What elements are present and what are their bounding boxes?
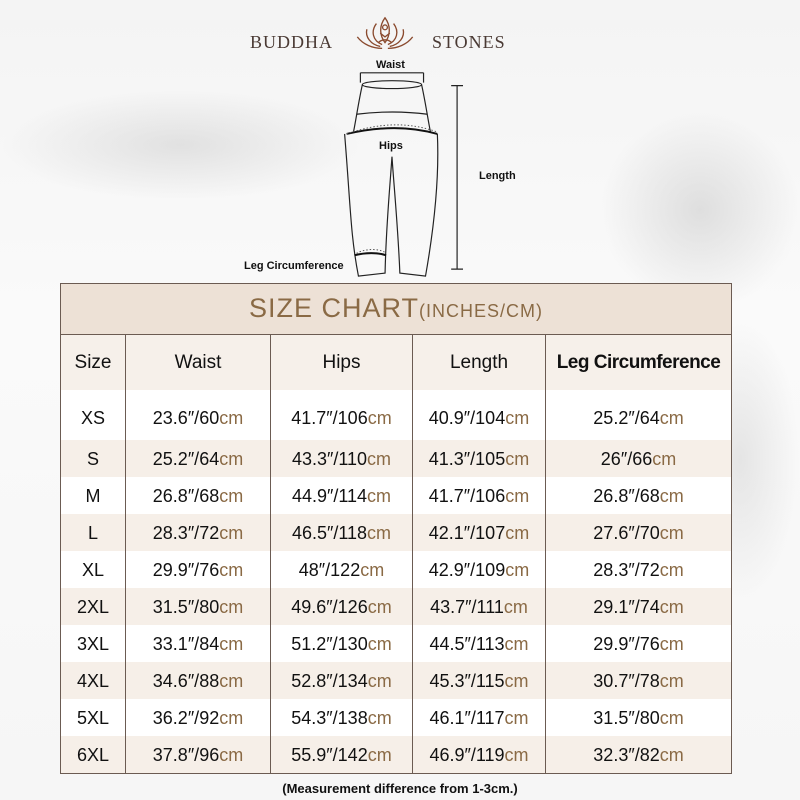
measurement-note: (Measurement difference from 1-3cm.) <box>282 781 518 796</box>
brand-right: STONES <box>432 32 506 52</box>
table-row: L 28.3″/72cm 46.5″/118cm 42.1″/107cm 27.6″/7… <box>60 514 732 551</box>
lotus-meditation-icon <box>356 16 414 50</box>
hips-cell: 41.7″/106cm <box>270 390 413 440</box>
hips-label: Hips <box>379 140 403 152</box>
length-cell: 44.5″/113cm <box>412 625 546 662</box>
length-cell: 42.1″/107cm <box>412 514 546 551</box>
waist-cell: 23.6″/60cm <box>125 390 271 440</box>
size-cell: 5XL <box>60 699 126 736</box>
leg-cell: 30.7″/78cm <box>544 662 732 699</box>
header-hips: Hips <box>270 334 413 390</box>
leg-cell: 28.3″/72cm <box>544 551 732 588</box>
brand-logo: BUDDHA STONES <box>250 16 520 58</box>
length-cell: 45.3″/115cm <box>412 662 546 699</box>
waist-cell: 34.6″/88cm <box>125 662 271 699</box>
leg-cell: 26″/66cm <box>544 440 732 477</box>
hips-cell: 49.6″/126cm <box>270 588 413 625</box>
hips-cell: 52.8″/134cm <box>270 662 413 699</box>
hips-cell: 51.2″/130cm <box>270 625 413 662</box>
leg-cell: 25.2″/64cm <box>544 390 732 440</box>
header-leg-circumference: Leg Circumference <box>544 334 732 390</box>
waist-cell: 28.3″/72cm <box>125 514 271 551</box>
table-row: S 25.2″/64cm 43.3″/110cm 41.3″/105cm 26″/66c… <box>60 440 732 477</box>
size-chart-title: SIZE CHART(INCHES/CM) <box>59 283 732 335</box>
waist-cell: 37.8″/96cm <box>125 736 271 774</box>
hips-cell: 44.9″/114cm <box>270 477 413 514</box>
size-cell: M <box>60 477 126 514</box>
hips-cell: 55.9″/142cm <box>270 736 413 774</box>
size-cell: L <box>60 514 126 551</box>
table-row: XL 29.9″/76cm 48″/122cm 42.9″/109cm 28.3″/72… <box>60 551 732 588</box>
hips-cell: 46.5″/118cm <box>270 514 413 551</box>
leg-cell: 31.5″/80cm <box>544 699 732 736</box>
waist-cell: 26.8″/68cm <box>125 477 271 514</box>
size-cell: S <box>60 440 126 477</box>
length-cell: 42.9″/109cm <box>412 551 546 588</box>
header-size: Size <box>60 334 126 390</box>
leg-cell: 26.8″/68cm <box>544 477 732 514</box>
size-chart-table: SIZE CHART(INCHES/CM) Size Waist Hips Le… <box>59 283 733 774</box>
header-waist: Waist <box>125 334 271 390</box>
background-mountain <box>600 110 800 310</box>
leg-cell: 29.1″/74cm <box>544 588 732 625</box>
table-row: M 26.8″/68cm 44.9″/114cm 41.7″/106cm 26.8″/6… <box>60 477 732 514</box>
pants-diagram: Waist Hips Length Leg Circumference <box>240 58 540 280</box>
size-cell: XL <box>60 551 126 588</box>
waist-cell: 33.1″/84cm <box>125 625 271 662</box>
length-cell: 46.9″/119cm <box>412 736 546 774</box>
table-row: 4XL 34.6″/88cm 52.8″/134cm 45.3″/115cm 30.7″… <box>60 662 732 699</box>
waist-label: Waist <box>376 59 405 71</box>
leg-circumference-label: Leg Circumference <box>244 260 344 272</box>
size-cell: 6XL <box>60 736 126 774</box>
header-length: Length <box>412 334 546 390</box>
waist-cell: 31.5″/80cm <box>125 588 271 625</box>
length-cell: 41.3″/105cm <box>412 440 546 477</box>
background-mist <box>0 90 360 200</box>
waist-cell: 25.2″/64cm <box>125 440 271 477</box>
waist-cell: 29.9″/76cm <box>125 551 271 588</box>
length-label: Length <box>479 170 516 182</box>
table-row: XS 23.6″/60cm 41.7″/106cm 40.9″/104cm 25.2″/… <box>60 390 732 440</box>
pants-outline <box>344 72 464 277</box>
length-cell: 41.7″/106cm <box>412 477 546 514</box>
hips-cell: 54.3″/138cm <box>270 699 413 736</box>
length-cell: 46.1″/117cm <box>412 699 546 736</box>
table-row: 5XL 36.2″/92cm 54.3″/138cm 46.1″/117cm 31.5″… <box>60 699 732 736</box>
size-cell: XS <box>60 390 126 440</box>
size-cell: 4XL <box>60 662 126 699</box>
brand-left: BUDDHA <box>250 32 334 52</box>
leg-cell: 27.6″/70cm <box>544 514 732 551</box>
hips-cell: 43.3″/110cm <box>270 440 413 477</box>
size-cell: 3XL <box>60 625 126 662</box>
table-row: 2XL 31.5″/80cm 49.6″/126cm 43.7″/111cm 29.1″… <box>60 588 732 625</box>
table-row: 6XL 37.8″/96cm 55.9″/142cm 46.9″/119cm 32.3″… <box>60 736 732 774</box>
table-row: 3XL 33.1″/84cm 51.2″/130cm 44.5″/113cm 29.9″… <box>60 625 732 662</box>
waist-cell: 36.2″/92cm <box>125 699 271 736</box>
hips-cell: 48″/122cm <box>270 551 413 588</box>
length-cell: 40.9″/104cm <box>412 390 546 440</box>
leg-cell: 29.9″/76cm <box>544 625 732 662</box>
size-cell: 2XL <box>60 588 126 625</box>
length-cell: 43.7″/111cm <box>412 588 546 625</box>
leg-cell: 32.3″/82cm <box>544 736 732 774</box>
